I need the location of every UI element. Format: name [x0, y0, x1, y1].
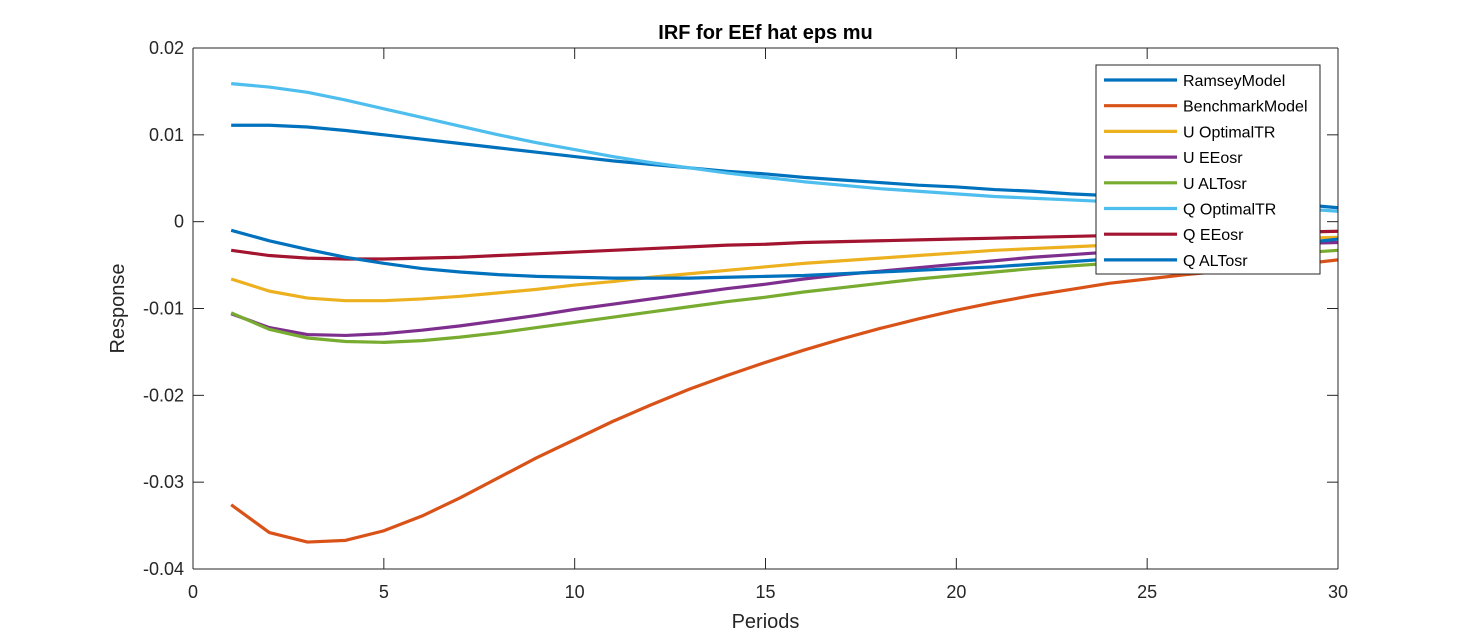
x-tick-label: 30 [1328, 582, 1348, 602]
x-tick-label: 25 [1137, 582, 1157, 602]
legend-entry-6[interactable]: Q EEosr [1104, 227, 1244, 244]
legend-label: BenchmarkModel [1183, 99, 1308, 116]
legend-label: U OptimalTR [1183, 124, 1275, 141]
legend-label: RamseyModel [1183, 73, 1285, 90]
x-tick-label: 20 [946, 582, 966, 602]
y-tick-label: -0.04 [143, 559, 184, 579]
y-tick-label: -0.01 [143, 299, 184, 319]
legend-label: U EEosr [1183, 150, 1243, 167]
legend-label: Q OptimalTR [1183, 202, 1276, 219]
x-tick-label: 10 [565, 582, 585, 602]
x-tick-label: 5 [379, 582, 389, 602]
legend-entry-7[interactable]: Q ALTosr [1104, 253, 1248, 270]
legend-label: U ALTosr [1183, 176, 1247, 193]
y-tick-label: -0.02 [143, 385, 184, 405]
y-axis-title: Response [107, 263, 129, 353]
legend-entry-1[interactable]: BenchmarkModel [1104, 99, 1308, 116]
legend-entries: RamseyModel BenchmarkModel U OptimalTR U EE… [1104, 73, 1308, 270]
legend[interactable]: RamseyModel BenchmarkModel U OptimalTR U EE… [1095, 64, 1321, 275]
legend-entry-5[interactable]: Q OptimalTR [1104, 202, 1276, 219]
y-tick-label: -0.03 [143, 472, 184, 492]
y-tick-label: 0.01 [149, 125, 184, 145]
legend-label: Q EEosr [1183, 227, 1244, 244]
legend-entry-4[interactable]: U ALTosr [1104, 176, 1247, 193]
series-line-1 [230, 258, 1339, 544]
legend-entry-0[interactable]: RamseyModel [1104, 73, 1285, 90]
x-axis-title: Periods [732, 611, 800, 633]
legend-label: Q ALTosr [1183, 253, 1248, 270]
x-tick-label: 0 [188, 582, 198, 602]
y-tick-label: 0 [174, 212, 184, 232]
legend-entry-3[interactable]: U EEosr [1104, 150, 1243, 167]
x-tick-label: 15 [755, 582, 775, 602]
legend-box [1095, 64, 1321, 275]
legend-entry-2[interactable]: U OptimalTR [1104, 124, 1275, 141]
ticks-layer: 0 5 10 15 20 25 30 -0.04 -0.03 -0.02 -0.01 0 0.01 0.0… [143, 38, 1348, 602]
y-tick-label: 0.02 [149, 38, 184, 58]
chart-title: IRF for EEf hat eps mu [658, 22, 872, 44]
